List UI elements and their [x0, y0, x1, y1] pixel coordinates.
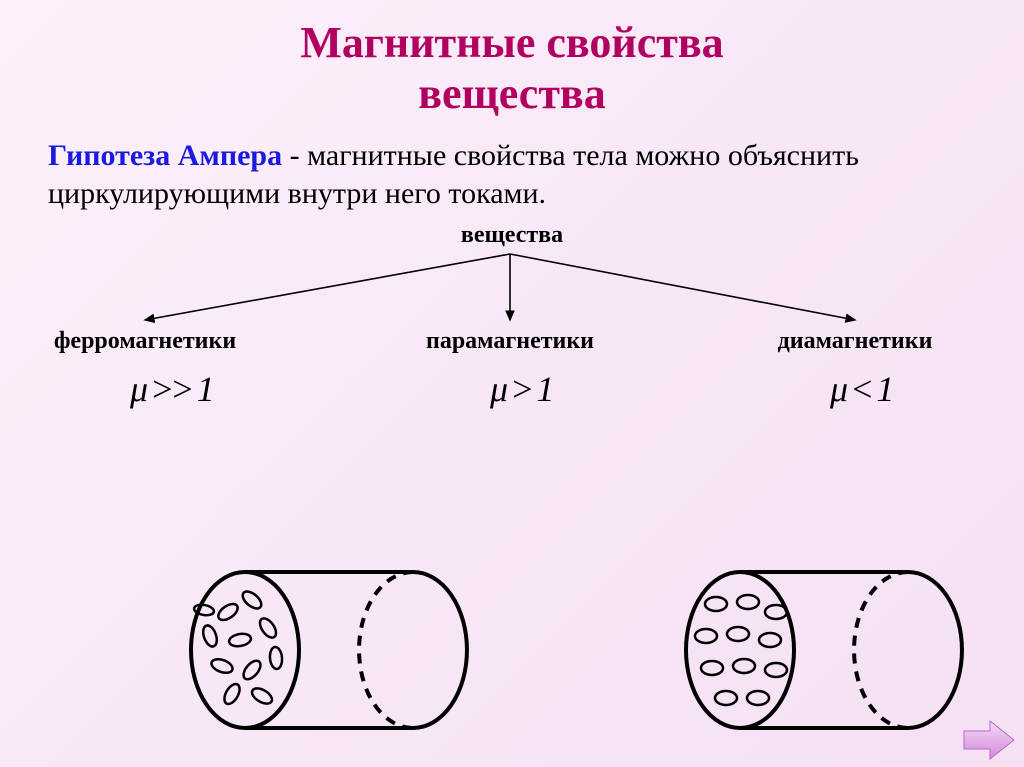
op: > — [508, 369, 536, 409]
hypothesis-text: Гипотеза Ампера - магнитные свойства тел… — [0, 119, 1024, 212]
mu-symbol: μ — [130, 369, 148, 409]
formula-para: μ>1 — [490, 368, 554, 410]
leaf-ferromagnetics: ферромагнетики — [54, 328, 236, 355]
rhs: 1 — [536, 369, 554, 409]
title-line1: Магнитные свойства — [0, 18, 1024, 69]
formulas-row: μ>>1 μ>1 μ<1 — [0, 362, 1024, 432]
hypothesis-name: Гипотеза Ампера — [48, 139, 282, 172]
classification-tree: вещества ферромагнетики парамагнетики ди… — [0, 222, 1024, 362]
leaf-paramagnetics: парамагнетики — [426, 328, 594, 355]
rhs: 1 — [197, 369, 215, 409]
mu-symbol: μ — [830, 369, 848, 409]
title-line2: вещества — [0, 69, 1024, 120]
leaf-diamagnetics: диамагнетики — [778, 328, 933, 355]
op: < — [848, 369, 876, 409]
rhs: 1 — [876, 369, 894, 409]
next-arrow-icon[interactable] — [962, 719, 1016, 761]
formula-dia: μ<1 — [830, 368, 894, 410]
slide-title: Магнитные свойства вещества — [0, 0, 1024, 119]
op: >> — [148, 369, 197, 409]
formula-ferro: μ>>1 — [130, 368, 215, 410]
cylinders-diagram — [0, 560, 1024, 740]
mu-symbol: μ — [490, 369, 508, 409]
